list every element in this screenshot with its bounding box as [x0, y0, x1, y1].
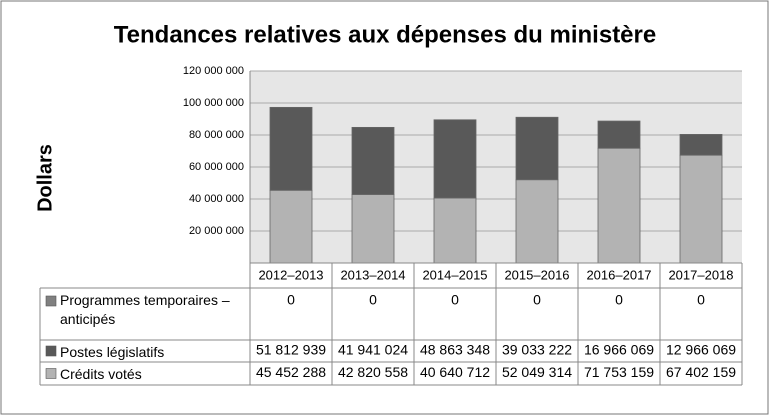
legend-swatch [45, 345, 57, 357]
x-tick-label: 2015–2016 [504, 267, 569, 282]
table-value: 0 [615, 292, 623, 308]
bar-segment [433, 119, 477, 199]
x-tick-label: 2016–2017 [586, 267, 651, 282]
x-tick-label: 2014–2015 [422, 267, 487, 282]
legend-label-box: Crédits votés [60, 366, 142, 382]
x-tick-label: 2012–2013 [258, 267, 323, 282]
table-value: 16 966 069 [584, 342, 654, 358]
x-tick-label: 2013–2014 [340, 267, 405, 282]
table-value: 41 941 024 [338, 342, 408, 358]
bar-segment [269, 106, 313, 191]
bar-segment [679, 134, 723, 156]
table-value: 45 452 288 [256, 364, 326, 380]
table-value: 12 966 069 [666, 342, 736, 358]
table-value: 0 [451, 292, 459, 308]
table-value: 40 640 712 [420, 364, 490, 380]
legend-label-box: Programmes temporaires – anticipés [60, 292, 230, 327]
table-value: 71 753 159 [584, 364, 654, 380]
table-value: 52 049 314 [502, 364, 572, 380]
legend-swatch [45, 368, 57, 379]
y-tick-label: 120 000 000 [183, 65, 244, 77]
legend-label: Crédits votés [60, 366, 142, 382]
table-value: 39 033 222 [502, 342, 572, 358]
bar-segment [269, 189, 313, 264]
legend-label-box: Postes législatifs [60, 344, 165, 360]
y-tick-label: 40 000 000 [189, 193, 244, 205]
table-value: 0 [697, 292, 705, 308]
bar-segment [351, 126, 395, 195]
y-tick-label: 20 000 000 [189, 225, 244, 237]
x-tick-label: 2017–2018 [668, 267, 733, 282]
bar-segment [597, 147, 641, 264]
y-tick-label: 80 000 000 [189, 129, 244, 141]
legend-label: Programmes temporaires – anticipés [60, 292, 230, 327]
table-value: 0 [287, 292, 295, 308]
chart-title: Tendances relatives aux dépenses du mini… [114, 21, 656, 48]
y-tick-label: 100 000 000 [183, 97, 244, 109]
bar-segment [351, 194, 395, 264]
bar-segment [597, 120, 641, 149]
bar-segment [515, 179, 559, 264]
bar-segment [515, 116, 559, 181]
table-value: 48 863 348 [420, 342, 490, 358]
table-value: 42 820 558 [338, 364, 408, 380]
table-value: 67 402 159 [666, 364, 736, 380]
table-value: 0 [533, 292, 541, 308]
legend-swatch [45, 295, 57, 307]
y-tick-label: 60 000 000 [189, 161, 244, 173]
bar-segment [679, 154, 723, 264]
legend-label: Postes législatifs [60, 344, 165, 360]
table-value: 0 [369, 292, 377, 308]
bar-segment [433, 197, 477, 264]
table-value: 51 812 939 [256, 342, 326, 358]
y-axis-label: Dollars [34, 144, 56, 212]
